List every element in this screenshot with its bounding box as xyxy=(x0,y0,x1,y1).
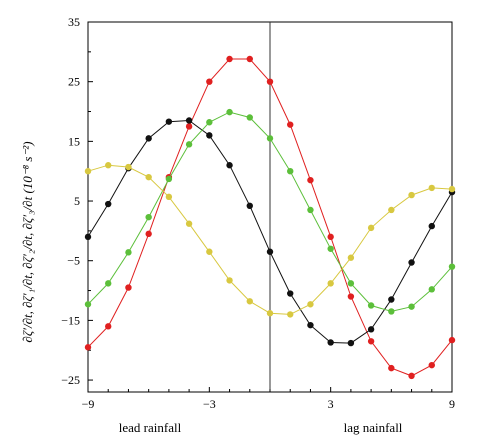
data-point xyxy=(145,173,152,181)
data-point xyxy=(448,185,456,193)
data-point xyxy=(367,338,375,345)
data-point xyxy=(145,213,152,221)
y-axis-label: ∂ζ′/∂t, ∂ζ′₁/∂t, ∂ζ′₂/∂t, ∂ζ′₃/∂t (10⁻⁸ … xyxy=(20,141,35,342)
series-4 xyxy=(84,162,456,318)
data-point xyxy=(246,114,253,121)
data-point xyxy=(327,233,334,241)
data-point xyxy=(185,117,193,124)
data-point xyxy=(408,372,415,380)
y-tick-label: −25 xyxy=(61,373,80,387)
x-annotation-lead: lead rainfall xyxy=(119,420,182,435)
data-point xyxy=(388,296,395,303)
y-tick-label: −15 xyxy=(61,313,80,327)
data-point xyxy=(307,321,314,329)
data-point xyxy=(206,119,213,126)
data-point xyxy=(165,118,173,125)
data-point xyxy=(105,280,112,287)
series-3 xyxy=(84,108,456,315)
data-point xyxy=(388,364,395,372)
data-point xyxy=(327,280,334,287)
y-tick-label: 15 xyxy=(68,134,80,148)
x-tick-label: −3 xyxy=(203,397,216,411)
x-annotation-lag: lag nainfall xyxy=(344,420,403,435)
data-point xyxy=(84,167,92,175)
data-point xyxy=(145,135,152,142)
data-point xyxy=(327,339,334,346)
data-point xyxy=(185,123,193,130)
data-point xyxy=(428,361,435,369)
data-point xyxy=(105,323,112,330)
data-point xyxy=(185,141,193,148)
data-point xyxy=(448,263,456,270)
data-point xyxy=(266,248,274,255)
data-point xyxy=(206,248,213,255)
data-point xyxy=(105,200,112,208)
data-point xyxy=(347,339,355,347)
data-point xyxy=(367,224,375,232)
data-point xyxy=(266,135,274,142)
data-point xyxy=(428,286,435,293)
chart-text: lead rainfall lag nainfall ∂ζ′/∂t, ∂ζ′₁/… xyxy=(20,141,403,435)
data-point xyxy=(408,191,415,199)
series-2 xyxy=(84,117,456,347)
data-point xyxy=(307,206,314,214)
data-point xyxy=(347,293,355,300)
data-point xyxy=(428,184,435,192)
y-tick-label: −5 xyxy=(67,254,80,268)
data-point xyxy=(246,202,253,210)
data-point xyxy=(84,301,92,308)
x-tick-label: 3 xyxy=(328,397,334,411)
data-point xyxy=(307,301,314,308)
data-point xyxy=(226,55,233,63)
data-point xyxy=(307,176,314,184)
data-point xyxy=(165,193,173,201)
data-point xyxy=(125,249,132,256)
y-tick-label: 35 xyxy=(68,15,80,29)
data-point xyxy=(287,311,294,318)
data-point xyxy=(226,108,233,116)
data-point xyxy=(408,259,415,266)
data-point xyxy=(226,277,233,284)
data-point xyxy=(367,302,375,309)
y-tick-label: 25 xyxy=(68,75,80,89)
data-point xyxy=(266,310,274,317)
x-tick-label: −9 xyxy=(82,397,95,411)
data-point xyxy=(125,284,132,291)
series-1 xyxy=(84,55,456,380)
data-point xyxy=(388,308,395,315)
data-point xyxy=(246,298,253,305)
data-point xyxy=(287,121,294,128)
x-tick-label: 9 xyxy=(449,397,455,411)
data-point xyxy=(408,303,415,310)
data-point xyxy=(84,344,92,351)
axes: 35 25 15 5 −5 −15 −25−9 −3 3 9 xyxy=(61,15,455,411)
data-point xyxy=(347,254,355,261)
data-point xyxy=(388,206,395,214)
data-point xyxy=(367,326,375,333)
data-point xyxy=(165,175,173,183)
y-tick-label: 5 xyxy=(74,194,80,208)
data-point xyxy=(84,233,92,241)
data-point xyxy=(206,132,213,139)
data-point xyxy=(428,222,435,230)
data-point xyxy=(287,290,294,297)
data-point xyxy=(266,78,274,85)
data-point xyxy=(125,163,132,171)
data-point xyxy=(105,162,112,169)
data-point xyxy=(287,167,294,175)
data-point xyxy=(327,245,334,252)
data-point xyxy=(206,78,213,85)
data-point xyxy=(145,230,152,238)
data-point xyxy=(448,336,456,344)
data-point xyxy=(246,55,253,63)
data-point xyxy=(185,220,193,227)
data-point xyxy=(347,280,355,287)
series-group xyxy=(84,55,456,380)
data-point xyxy=(226,162,233,169)
